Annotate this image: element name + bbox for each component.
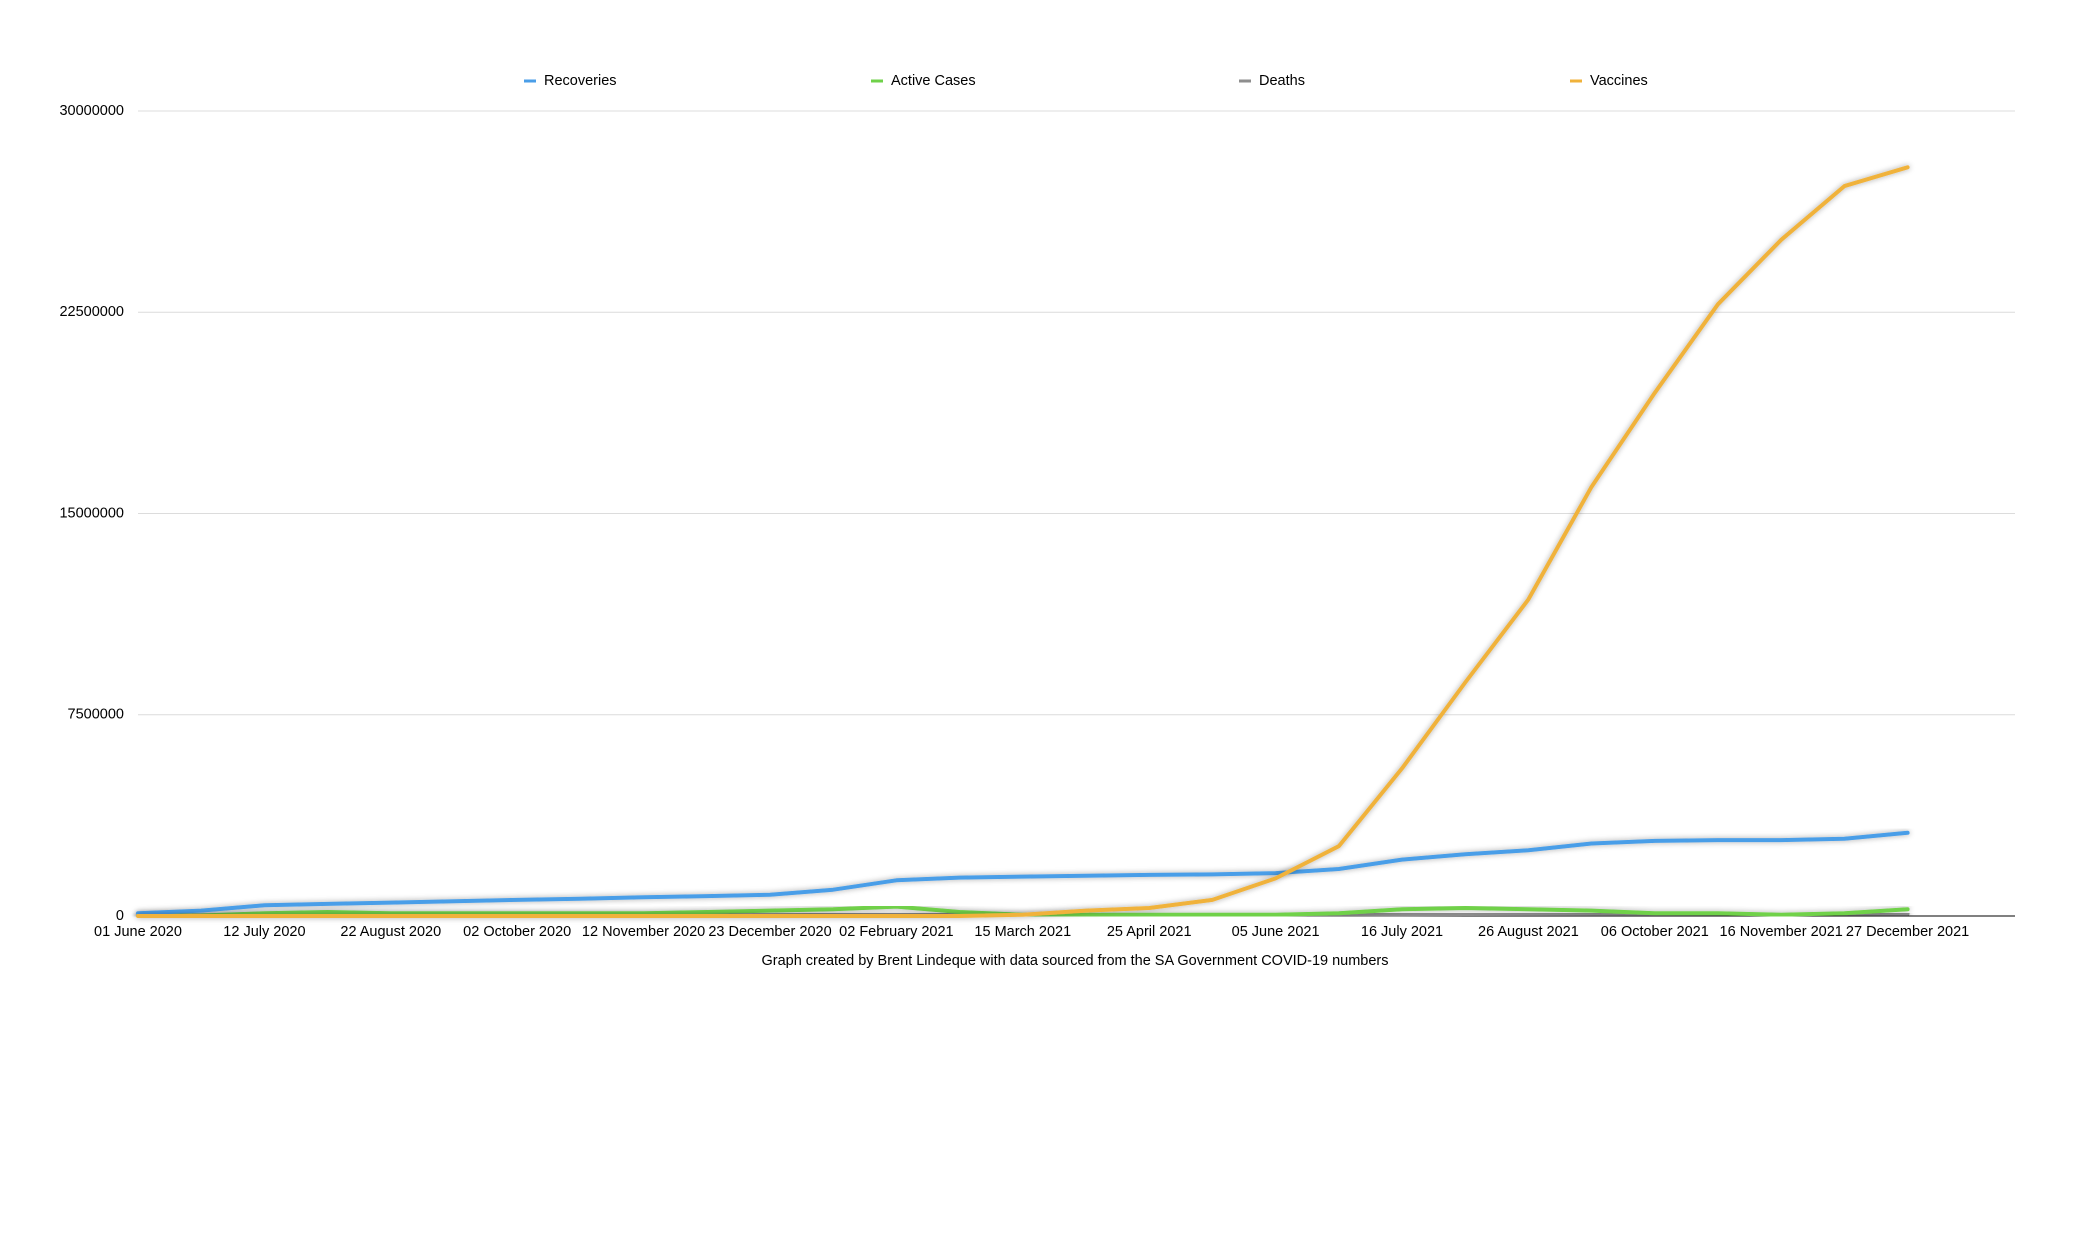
y-tick-label: 7500000 xyxy=(68,707,124,723)
x-tick-label: 02 February 2021 xyxy=(839,924,953,940)
legend-label: Recoveries xyxy=(544,73,617,89)
legend-label: Deaths xyxy=(1259,73,1305,89)
x-tick-label: 12 November 2020 xyxy=(582,924,705,940)
y-tick-label: 30000000 xyxy=(59,103,124,119)
x-tick-label: 01 June 2020 xyxy=(94,924,182,940)
x-tick-label: 06 October 2021 xyxy=(1601,924,1709,940)
x-tick-label: 23 December 2020 xyxy=(708,924,831,940)
legend-label: Vaccines xyxy=(1590,73,1648,89)
x-tick-label: 15 March 2021 xyxy=(974,924,1071,940)
x-tick-label: 27 December 2021 xyxy=(1846,924,1969,940)
y-tick-label: 0 xyxy=(116,908,124,924)
chart-caption: Graph created by Brent Lindeque with dat… xyxy=(761,953,1388,969)
x-tick-label: 25 April 2021 xyxy=(1107,924,1192,940)
x-tick-label: 16 July 2021 xyxy=(1361,924,1443,940)
y-tick-label: 15000000 xyxy=(59,505,124,521)
series-line xyxy=(136,830,1910,916)
x-tick-label: 02 October 2020 xyxy=(463,924,571,940)
x-tick-label: 22 August 2020 xyxy=(340,924,441,940)
legend-label: Active Cases xyxy=(891,73,976,89)
series-line xyxy=(136,165,1910,918)
y-tick-label: 22500000 xyxy=(59,304,124,320)
x-tick-label: 12 July 2020 xyxy=(223,924,305,940)
x-tick-label: 16 November 2021 xyxy=(1720,924,1843,940)
x-tick-label: 05 June 2021 xyxy=(1232,924,1320,940)
x-tick-label: 26 August 2021 xyxy=(1478,924,1579,940)
